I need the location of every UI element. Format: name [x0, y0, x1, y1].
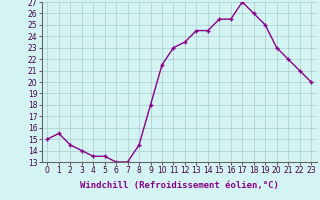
X-axis label: Windchill (Refroidissement éolien,°C): Windchill (Refroidissement éolien,°C) [80, 181, 279, 190]
